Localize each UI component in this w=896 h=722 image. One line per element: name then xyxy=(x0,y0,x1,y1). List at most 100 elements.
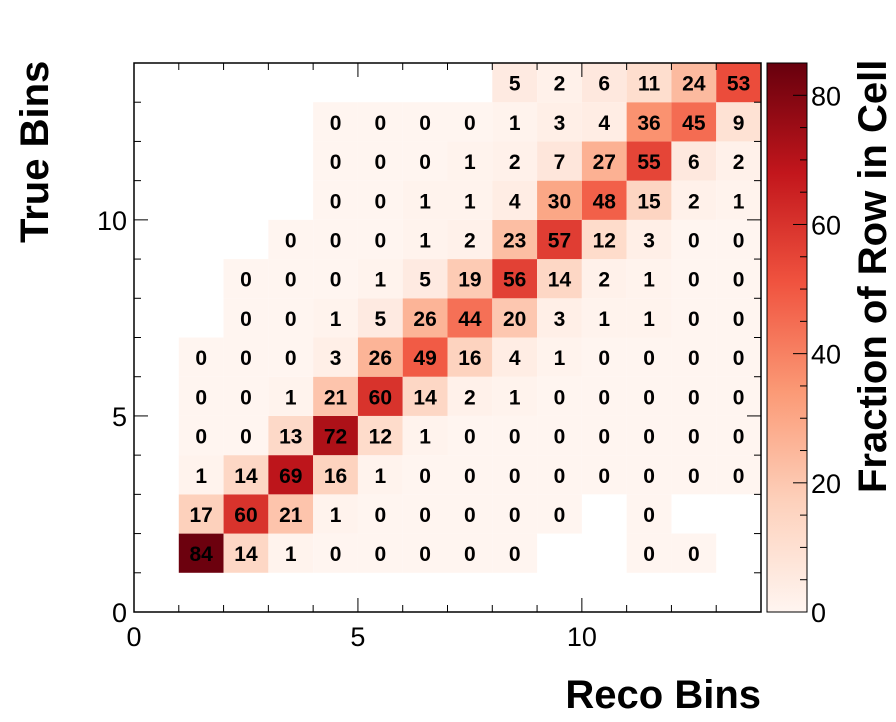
heatmap-cell xyxy=(357,102,403,142)
cell-value-label: 1 xyxy=(419,426,431,449)
heatmap-cell xyxy=(447,533,493,573)
heatmap-cell xyxy=(402,337,448,377)
cell-value-label: 0 xyxy=(240,269,252,292)
cell-value-label: 1 xyxy=(330,504,342,527)
colorbar-ticks: 0 20 40 60 80 xyxy=(793,62,841,628)
heatmap-cell xyxy=(268,337,314,377)
cell-value-label: 1 xyxy=(464,151,476,174)
cell-value-label: 0 xyxy=(688,269,700,292)
cell-value-label: 3 xyxy=(330,347,342,370)
heatmap-cell xyxy=(447,298,493,338)
cell-value-label: 21 xyxy=(324,386,348,409)
x-tick-label: 10 xyxy=(567,622,597,652)
heatmap-cell xyxy=(716,141,761,181)
heatmap-cell xyxy=(671,259,717,299)
cell-value-label: 16 xyxy=(458,347,481,370)
heatmap-cell xyxy=(402,455,448,495)
heatmap-cell xyxy=(447,337,493,377)
heatmap-cell xyxy=(223,533,269,573)
heatmap-cell xyxy=(492,337,538,377)
colorbar-tick-label: 0 xyxy=(811,598,826,628)
cell-value-label: 24 xyxy=(682,73,706,96)
heatmap-cell xyxy=(626,455,672,495)
cell-value-label: 0 xyxy=(688,308,700,331)
cell-value-label: 14 xyxy=(234,465,258,488)
cell-value-label: 6 xyxy=(598,73,610,96)
heatmap-cell xyxy=(671,102,717,142)
cell-value-label: 57 xyxy=(548,229,571,252)
cell-value-label: 55 xyxy=(637,151,661,174)
cell-value-label: 14 xyxy=(548,269,572,292)
heatmap-cell xyxy=(402,259,448,299)
heatmap-cell xyxy=(357,219,403,260)
cell-value-label: 1 xyxy=(643,308,655,331)
heatmap-cell xyxy=(581,259,627,299)
heatmap-cell xyxy=(223,415,269,456)
heatmap-cell xyxy=(223,337,269,377)
cell-value-label: 0 xyxy=(464,543,476,566)
cell-value-label: 0 xyxy=(240,347,252,370)
cell-value-label: 2 xyxy=(688,190,700,213)
cell-value-label: 2 xyxy=(464,386,476,409)
cell-value-label: 0 xyxy=(374,190,386,213)
heatmap-cell xyxy=(537,141,582,181)
cell-value-label: 0 xyxy=(240,386,252,409)
heatmap-cell xyxy=(492,415,538,456)
cell-value-label: 1 xyxy=(419,229,431,252)
heatmap-cell xyxy=(492,455,538,495)
cell-value-label: 4 xyxy=(509,347,521,370)
heatmap-cell xyxy=(537,63,582,103)
cell-value-label: 0 xyxy=(330,229,342,252)
cell-value-label: 0 xyxy=(419,504,431,527)
heatmap-cell xyxy=(581,63,627,103)
cell-value-label: 7 xyxy=(554,151,566,174)
heatmap-cell xyxy=(537,494,582,534)
heatmap-cell xyxy=(492,494,538,534)
heatmap-cells xyxy=(178,63,761,573)
heatmap-cell xyxy=(313,180,358,220)
heatmap-cell xyxy=(447,259,493,299)
cell-value-label: 0 xyxy=(330,543,342,566)
heatmap-cell xyxy=(671,533,717,573)
heatmap-cell xyxy=(492,376,538,416)
cell-value-label: 15 xyxy=(637,190,661,213)
heatmap-cell xyxy=(581,180,627,220)
heatmap-cell xyxy=(671,63,717,103)
cell-value-label: 1 xyxy=(598,308,610,331)
cell-value-label: 12 xyxy=(593,229,616,252)
cell-value-label: 1 xyxy=(195,465,207,488)
x-tick-label: 0 xyxy=(126,622,141,652)
heatmap-cell xyxy=(626,533,672,573)
cell-value-label: 0 xyxy=(330,151,342,174)
heatmap-cell xyxy=(447,102,493,142)
cell-value-label: 0 xyxy=(285,269,297,292)
heatmap-cell xyxy=(581,102,627,142)
heatmap-cell xyxy=(716,376,761,416)
cell-value-label: 1 xyxy=(285,386,297,409)
heatmap-cell xyxy=(402,298,448,338)
cell-value-label: 0 xyxy=(598,386,610,409)
cell-value-label: 2 xyxy=(464,229,476,252)
cell-value-label: 0 xyxy=(464,112,476,135)
heatmap-cell xyxy=(537,337,582,377)
heatmap-cell xyxy=(268,298,314,338)
heatmap-cell xyxy=(357,455,403,495)
heatmap-cell xyxy=(357,259,403,299)
heatmap-cell xyxy=(716,259,761,299)
cell-value-label: 0 xyxy=(688,347,700,370)
colorbar-tick-label: 20 xyxy=(811,469,841,499)
heatmap-cell xyxy=(671,376,717,416)
heatmap-cell xyxy=(626,180,672,220)
cell-value-label: 2 xyxy=(554,73,566,96)
cell-value-label: 0 xyxy=(419,465,431,488)
heatmap-cell xyxy=(447,455,493,495)
colorbar-tick-label: 40 xyxy=(811,340,841,370)
cell-value-label: 0 xyxy=(195,386,207,409)
cell-value-label: 14 xyxy=(234,543,258,566)
heatmap-cell xyxy=(716,219,761,260)
cell-value-label: 1 xyxy=(509,386,521,409)
heatmap-cell xyxy=(537,455,582,495)
heatmap-cell xyxy=(178,376,224,416)
heatmap-cell xyxy=(223,298,269,338)
heatmap-cell xyxy=(626,219,672,260)
